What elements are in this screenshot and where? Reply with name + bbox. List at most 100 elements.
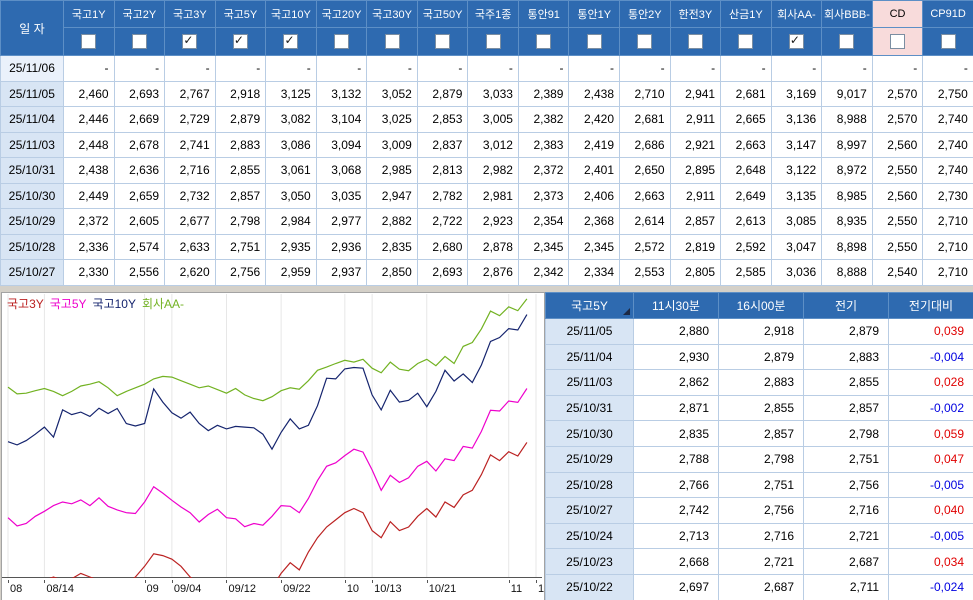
quote-row[interactable]: 25/10/23 2,668 2,721 2,687 0,034: [545, 548, 973, 575]
change-cell: 0,047: [888, 445, 973, 473]
date-cell: 25/10/31: [545, 394, 634, 422]
column-checkbox[interactable]: [940, 34, 956, 49]
rate-cell: 2,406: [568, 182, 621, 209]
column-checkbox[interactable]: [334, 34, 349, 49]
rate-cell: 2,401: [568, 157, 621, 184]
daily-rate-row[interactable]: 25/10/30 2,449 2,659 2,732 2,857 3,050 3,035 2,…: [0, 182, 973, 209]
column-checkbox[interactable]: [890, 34, 906, 49]
column-checkbox[interactable]: [485, 34, 501, 49]
quote-row[interactable]: 25/11/03 2,862 2,883 2,855 0,028: [545, 369, 973, 396]
rate-cell: 2,782: [416, 182, 469, 209]
rate-cell: 3,012: [467, 131, 519, 158]
daily-rate-row[interactable]: 25/11/05 2,460 2,693 2,767 2,918 3,125 3,132 3,…: [0, 80, 973, 107]
rate-cell: 2,382: [517, 106, 570, 133]
rate-cell: 2,678: [113, 131, 166, 158]
x-tick-label: 11: [510, 583, 523, 595]
column-header[interactable]: 산금1Y: [720, 0, 772, 28]
prev-value-cell: 2,857: [803, 394, 889, 422]
quote-row[interactable]: 25/10/30 2,835 2,857 2,798 0,059: [545, 420, 973, 447]
column-checkbox[interactable]: [81, 34, 97, 49]
column-header[interactable]: 국고3Y: [164, 0, 216, 28]
daily-rate-row[interactable]: 25/10/31 2,438 2,636 2,716 2,855 3,061 3,068 2,…: [0, 157, 973, 184]
column-header[interactable]: 국고10Y: [265, 0, 317, 28]
value-1130-cell: 2,788: [633, 445, 719, 473]
quote-row[interactable]: 25/11/04 2,930 2,879 2,883 -0,004: [545, 343, 973, 371]
column-header[interactable]: 통안2Y: [619, 0, 671, 28]
rate-cell: 2,556: [113, 259, 166, 286]
column-header[interactable]: 국주1종: [467, 0, 519, 28]
column-checkbox[interactable]: [586, 34, 602, 49]
date-cell: 25/10/23: [545, 548, 634, 575]
daily-rate-row[interactable]: 25/10/28 2,336 2,574 2,633 2,751 2,935 2,936 2,…: [0, 233, 973, 260]
column-header[interactable]: 국고1Y: [63, 0, 115, 28]
column-header[interactable]: 국고30Y: [366, 0, 418, 28]
column-checkbox-cell: [467, 27, 519, 56]
column-header[interactable]: 통안91: [517, 0, 570, 28]
column-header[interactable]: 회사AA-: [770, 0, 823, 28]
rate-cell: 2,767: [164, 80, 216, 107]
rate-cell: 2,438: [568, 80, 621, 107]
rate-cell: -: [568, 55, 621, 82]
rate-cell: 8,972: [821, 157, 873, 184]
rate-cell: 2,710: [922, 208, 973, 235]
column-header[interactable]: 국고20Y: [315, 0, 368, 28]
rate-cell: 8,997: [821, 131, 873, 158]
quote-column-header[interactable]: 16시00분: [718, 292, 804, 319]
rate-cell: 3,035: [315, 182, 368, 209]
rate-cell: -: [416, 55, 469, 82]
column-header[interactable]: 한전3Y: [669, 0, 722, 28]
column-checkbox[interactable]: [637, 34, 653, 49]
rate-cell: 2,741: [164, 131, 216, 158]
column-header[interactable]: CD: [871, 0, 924, 28]
column-checkbox-cell: [265, 27, 317, 56]
quote-column-header[interactable]: 전기대비: [888, 292, 973, 319]
column-checkbox[interactable]: [788, 33, 804, 49]
daily-rate-row[interactable]: 25/11/03 2,448 2,678 2,741 2,883 3,086 3,094 3,…: [0, 131, 973, 158]
rate-cell: 2,693: [416, 259, 469, 286]
column-checkbox[interactable]: [283, 33, 299, 49]
column-checkbox[interactable]: [232, 33, 248, 49]
quote-row[interactable]: 25/10/27 2,742 2,756 2,716 0,040: [545, 497, 973, 524]
date-column-header[interactable]: 일 자: [0, 0, 64, 56]
quote-column-header[interactable]: 11시30분: [633, 292, 719, 319]
quote-row[interactable]: 25/10/29 2,788 2,798 2,751 0,047: [545, 445, 973, 473]
value-1130-cell: 2,880: [633, 318, 719, 345]
column-header[interactable]: 국고5Y: [214, 0, 267, 28]
rate-cell: 2,336: [63, 233, 115, 260]
rate-cell: 2,560: [871, 182, 924, 209]
daily-rate-row[interactable]: 25/10/29 2,372 2,605 2,677 2,798 2,984 2,977 2,…: [0, 208, 973, 235]
quote-row[interactable]: 25/10/31 2,871 2,855 2,857 -0,002: [545, 394, 973, 422]
column-header[interactable]: 회사BBB-: [821, 0, 873, 28]
column-header[interactable]: 국고50Y: [416, 0, 469, 28]
column-header[interactable]: CP91D: [922, 0, 973, 28]
date-cell: 25/11/06: [0, 55, 64, 82]
column-header[interactable]: 국고2Y: [113, 0, 166, 28]
quote-row[interactable]: 25/10/22 2,697 2,687 2,711 -0,024: [545, 573, 973, 600]
column-checkbox[interactable]: [839, 34, 855, 49]
quote-row[interactable]: 25/11/05 2,880 2,918 2,879 0,039: [545, 318, 973, 345]
column-checkbox[interactable]: [131, 34, 147, 49]
daily-rate-row[interactable]: 25/10/27 2,330 2,556 2,620 2,756 2,959 2,937 2,…: [0, 259, 973, 286]
daily-rate-row[interactable]: 25/11/06- - - - - - - - - - - - - - - - - -: [0, 55, 973, 82]
rate-cell: 3,082: [265, 106, 317, 133]
series-selector[interactable]: 국고5Y: [545, 292, 634, 319]
quote-row[interactable]: 25/10/24 2,713 2,716 2,721 -0,005: [545, 522, 973, 550]
rate-chart-panel: 국고3Y 국고5Y 국고10Y 회사AA- 08 08/14 09 09/04 09/12 09…: [1, 292, 545, 600]
column-checkbox[interactable]: [182, 33, 198, 49]
column-checkbox[interactable]: [384, 34, 400, 49]
rate-cell: -: [871, 55, 924, 82]
column-checkbox[interactable]: [738, 34, 754, 49]
rate-cell: 2,981: [467, 182, 519, 209]
column-checkbox[interactable]: [687, 34, 703, 49]
column-checkbox[interactable]: [536, 34, 552, 49]
rate-cell: -: [366, 55, 418, 82]
prev-value-cell: 2,716: [803, 497, 889, 524]
quote-row[interactable]: 25/10/28 2,766 2,751 2,756 -0,005: [545, 471, 973, 499]
rate-cell: 2,921: [669, 131, 722, 158]
quote-column-header[interactable]: 전기: [803, 292, 889, 319]
prev-value-cell: 2,751: [803, 445, 889, 473]
column-header[interactable]: 통안1Y: [568, 0, 621, 28]
column-checkbox[interactable]: [435, 34, 451, 49]
daily-rate-row[interactable]: 25/11/04 2,446 2,669 2,729 2,879 3,082 3,104 3,…: [0, 106, 973, 133]
date-cell: 25/10/29: [0, 208, 64, 235]
